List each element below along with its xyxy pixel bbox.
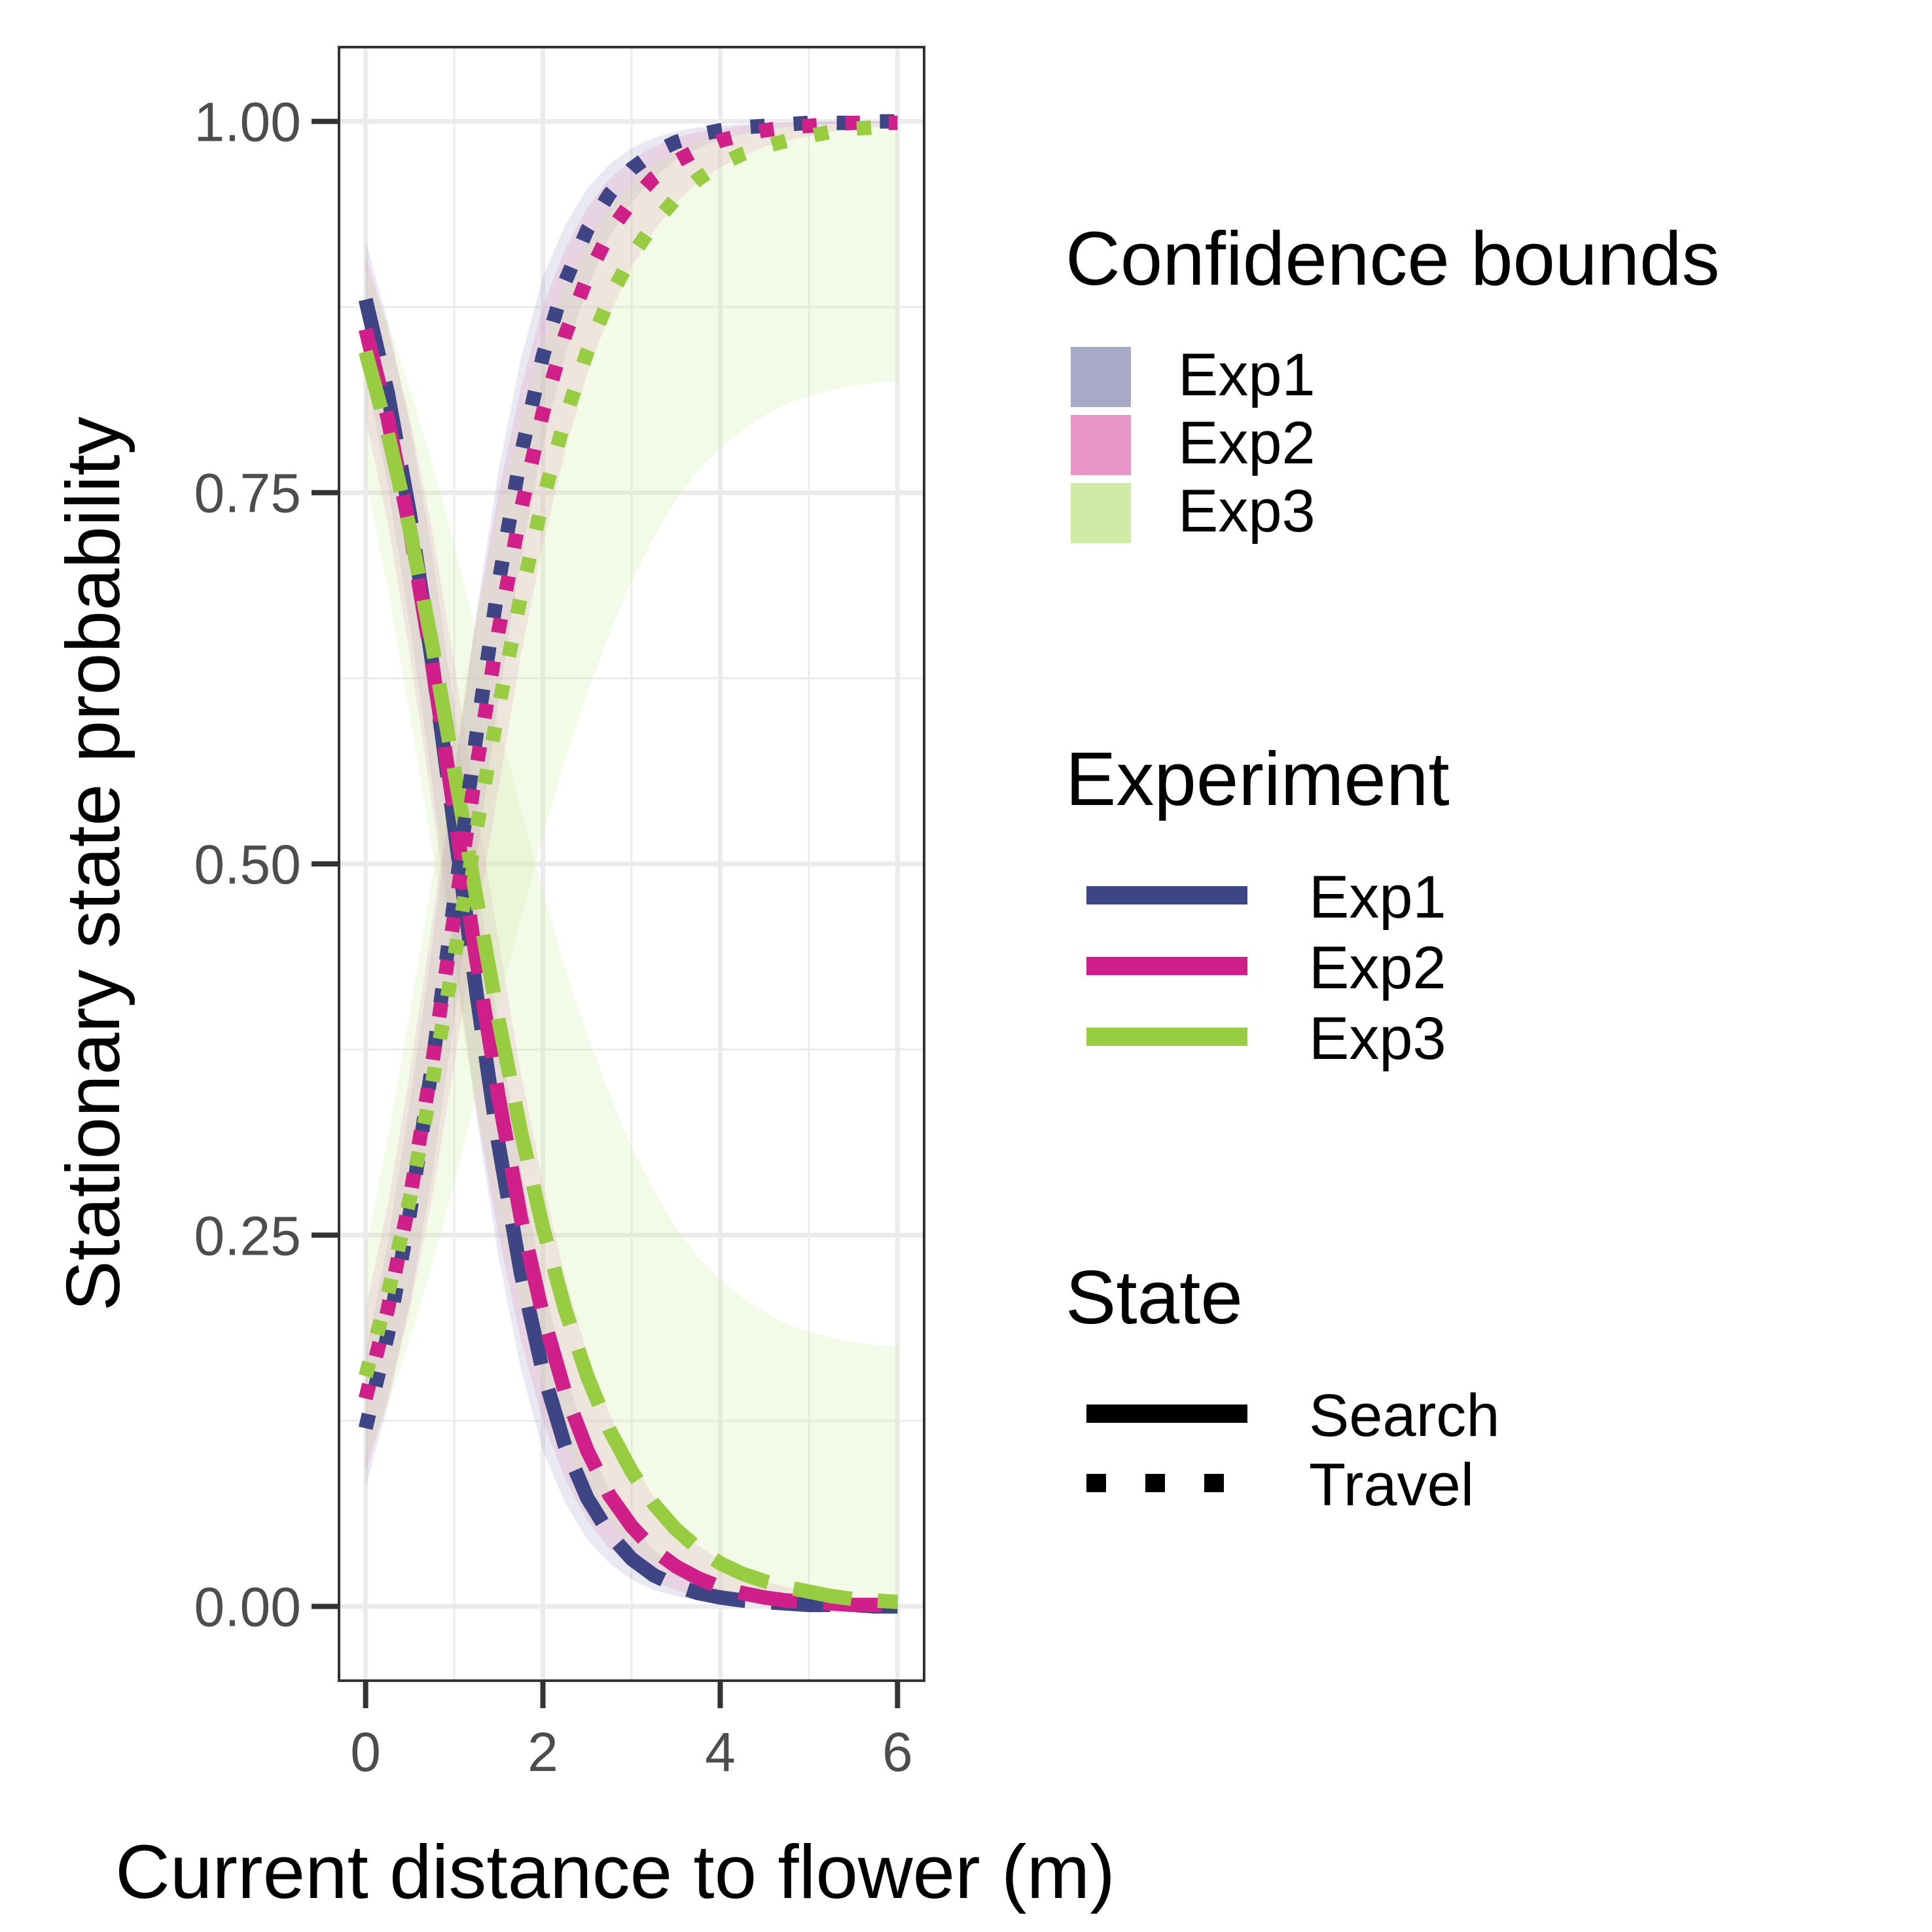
x-axis-label: Current distance to flower (m) bbox=[115, 1829, 1115, 1914]
line-exp2-search bbox=[358, 327, 898, 1613]
x-tick-label: 4 bbox=[705, 1721, 736, 1783]
legend-confidence-key-exp1 bbox=[1071, 347, 1131, 407]
y-axis-label: Stationary state probability bbox=[50, 417, 135, 1312]
y-tick-label: 0.00 bbox=[194, 1577, 302, 1638]
legend-state-label-search: Search bbox=[1309, 1382, 1500, 1449]
x-tick-label: 0 bbox=[350, 1721, 381, 1783]
legend-confidence-key-exp2 bbox=[1071, 415, 1131, 475]
line-exp1-travel bbox=[358, 114, 898, 1430]
legend-experiment-title: Experiment bbox=[1065, 736, 1450, 821]
legend-experiment-label-exp2: Exp2 bbox=[1309, 935, 1446, 1001]
legend-experiment-label-exp3: Exp3 bbox=[1309, 1005, 1446, 1072]
line-exp1-search bbox=[358, 298, 898, 1614]
axes: 0.00 0.25 0.50 0.75 1.00 0 2 4 6 bbox=[194, 91, 913, 1783]
line-exp3-search bbox=[358, 349, 899, 1609]
legend-confidence-label-exp2: Exp2 bbox=[1178, 410, 1315, 476]
x-tick-label: 6 bbox=[882, 1721, 913, 1783]
y-tick-label: 0.50 bbox=[194, 834, 302, 895]
y-tick-label: 0.25 bbox=[194, 1205, 302, 1266]
legend-confidence-key-exp3 bbox=[1071, 483, 1131, 543]
x-tick-label: 2 bbox=[528, 1721, 558, 1783]
series-lines bbox=[358, 114, 899, 1614]
legend-state-title: State bbox=[1065, 1255, 1243, 1340]
legend-state-label-travel: Travel bbox=[1309, 1452, 1474, 1518]
legend-confidence-title: Confidence bounds bbox=[1065, 216, 1720, 301]
line-exp2-travel bbox=[358, 115, 898, 1401]
legend-confidence-label-exp1: Exp1 bbox=[1178, 342, 1315, 408]
y-tick-label: 0.75 bbox=[194, 463, 302, 524]
ribbon-exp1-travel bbox=[365, 121, 898, 1488]
legend-experiment-label-exp1: Exp1 bbox=[1309, 864, 1446, 931]
legend-confidence-label-exp3: Exp3 bbox=[1178, 478, 1315, 545]
y-tick-label: 1.00 bbox=[194, 91, 302, 152]
